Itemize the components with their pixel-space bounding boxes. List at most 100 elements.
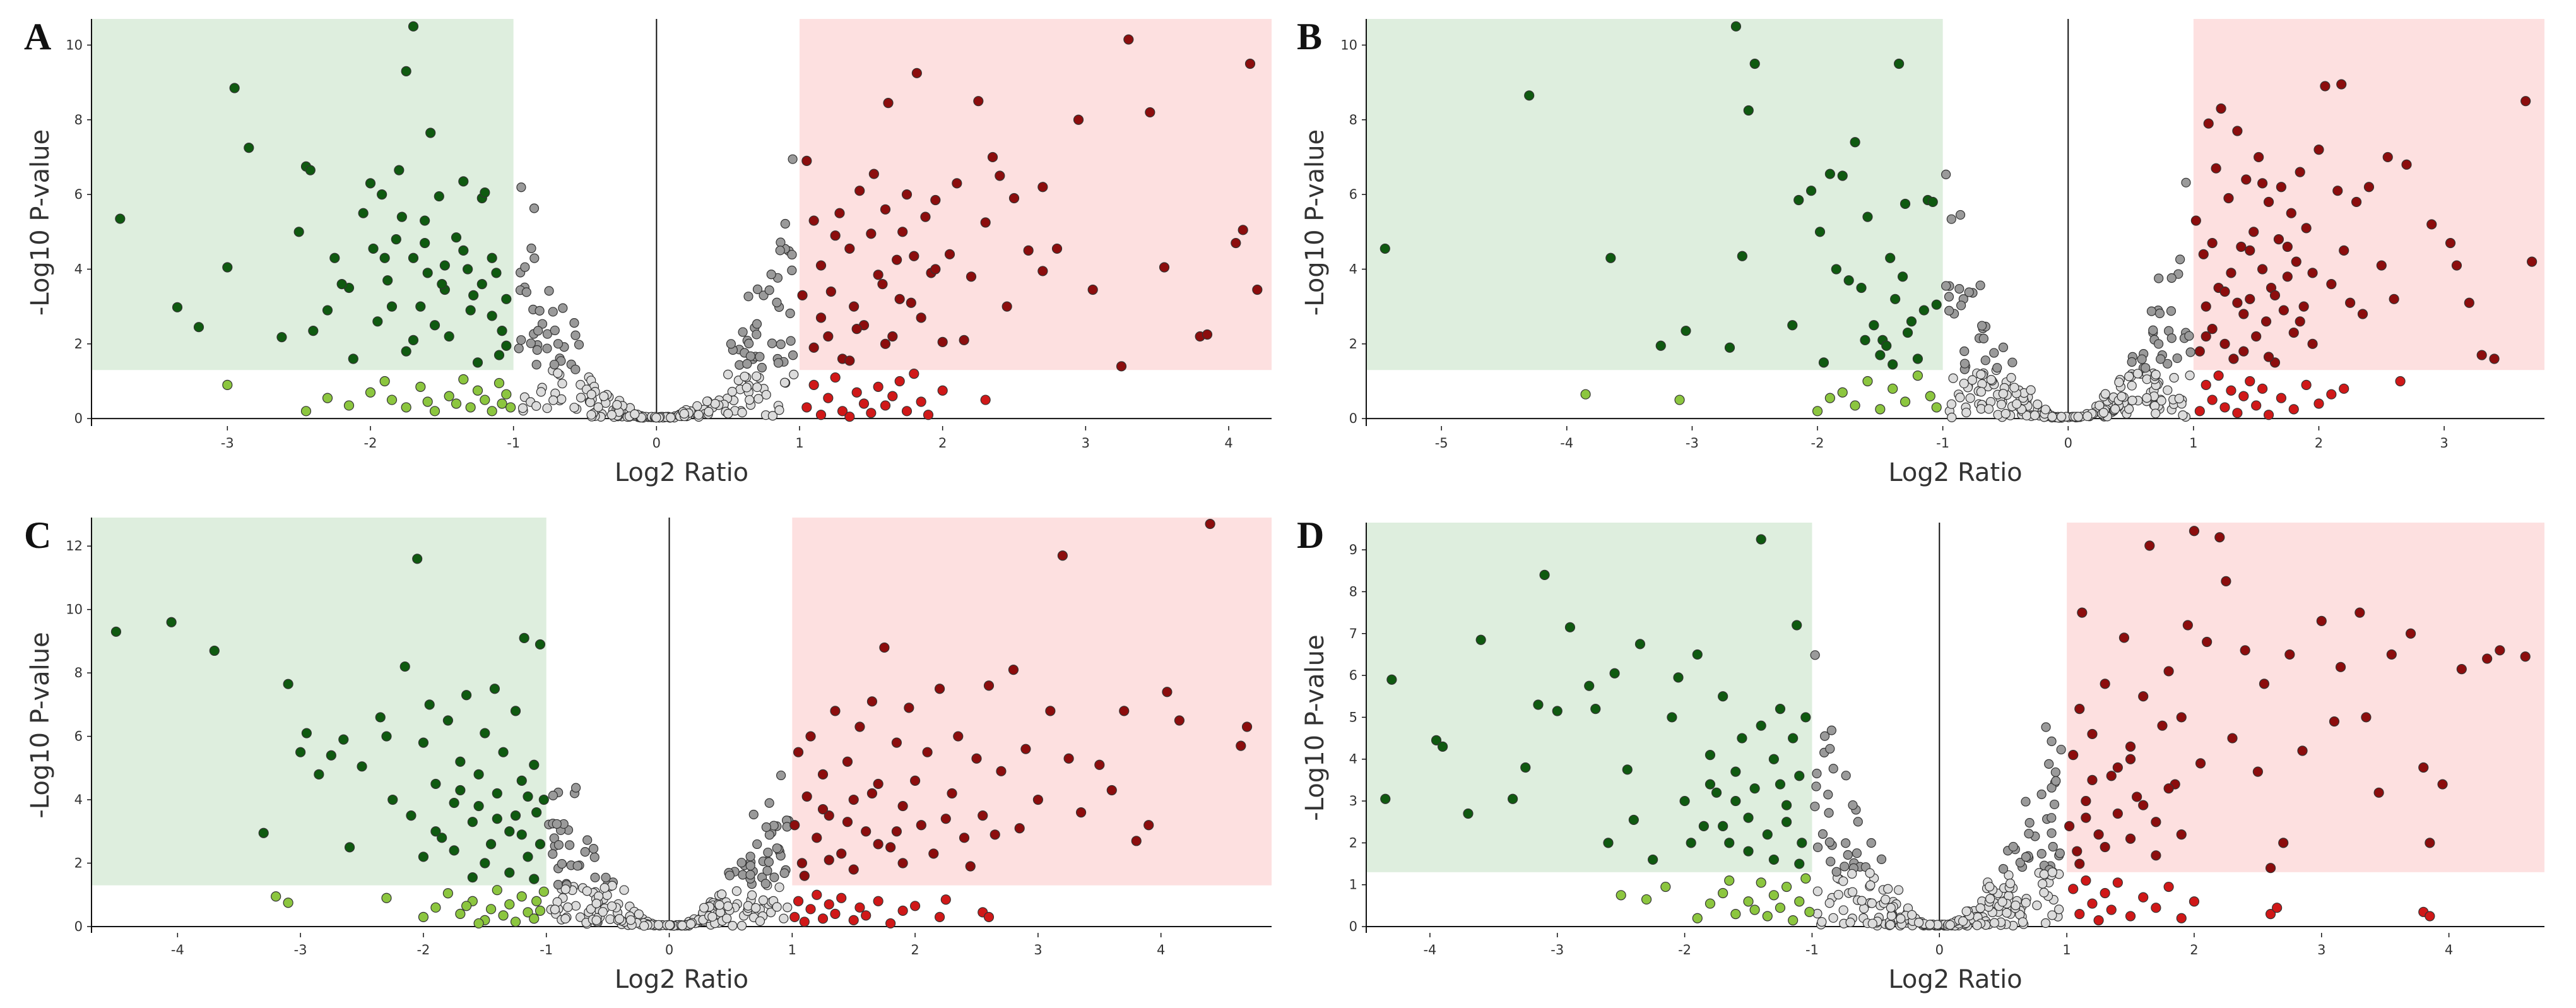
data-point xyxy=(2221,576,2231,586)
data-point xyxy=(2176,913,2187,923)
data-point xyxy=(569,403,579,413)
data-point xyxy=(1824,898,1835,908)
y-tick-label: 10 xyxy=(1340,37,1357,52)
y-tick-label: 9 xyxy=(1349,542,1357,557)
data-point xyxy=(2257,178,2268,189)
data-point xyxy=(2373,787,2384,798)
y-tick-label: 3 xyxy=(1349,793,1357,809)
data-point xyxy=(553,368,563,378)
data-point xyxy=(2418,762,2429,773)
data-point xyxy=(2354,607,2365,618)
data-point xyxy=(983,680,995,691)
data-point xyxy=(550,325,560,336)
data-point xyxy=(873,896,883,906)
x-tick-label: 2 xyxy=(911,942,919,958)
y-tick-label: 8 xyxy=(74,112,83,127)
data-point xyxy=(1902,327,1913,338)
data-point xyxy=(1956,300,1966,311)
data-point xyxy=(209,645,220,656)
data-point xyxy=(590,872,600,882)
data-point xyxy=(193,322,204,333)
data-point xyxy=(2081,875,2091,886)
data-point xyxy=(276,332,287,343)
data-point xyxy=(2326,279,2337,290)
data-point xyxy=(501,340,512,351)
data-point xyxy=(550,904,560,915)
data-point xyxy=(2226,268,2236,278)
data-point xyxy=(965,861,976,872)
data-point xyxy=(2201,379,2211,391)
data-point xyxy=(2351,196,2362,208)
data-point xyxy=(1705,750,1716,761)
data-point xyxy=(2489,353,2500,364)
data-point xyxy=(271,891,281,902)
y-tick-label: 4 xyxy=(1349,752,1357,767)
data-point xyxy=(747,890,757,900)
data-point xyxy=(344,842,355,853)
data-point xyxy=(2272,903,2283,913)
data-point xyxy=(2008,841,2018,852)
data-point xyxy=(535,839,546,850)
data-point xyxy=(1781,881,1792,892)
data-point xyxy=(774,405,784,415)
data-point xyxy=(580,847,590,857)
data-point xyxy=(1897,271,1908,282)
data-point xyxy=(415,381,426,392)
data-point xyxy=(1946,399,1957,409)
data-point xyxy=(752,319,762,329)
x-tick-label: -3 xyxy=(1551,942,1564,958)
down-regulated-region xyxy=(92,518,547,886)
data-point xyxy=(2386,649,2397,660)
y-tick-label: 2 xyxy=(74,336,83,352)
data-point xyxy=(2169,372,2179,383)
data-point xyxy=(2190,215,2201,226)
data-point xyxy=(752,839,762,850)
data-point xyxy=(2068,884,2079,894)
data-point xyxy=(1756,720,1766,731)
data-point xyxy=(894,376,905,387)
data-point xyxy=(300,406,312,417)
data-point xyxy=(526,338,536,348)
data-point xyxy=(761,822,771,833)
data-point xyxy=(1862,376,1873,387)
data-point xyxy=(538,886,549,897)
data-point xyxy=(480,394,490,405)
data-point xyxy=(1667,712,1677,723)
data-point xyxy=(473,918,484,929)
data-point xyxy=(2144,540,2155,551)
data-point xyxy=(1831,867,1841,877)
data-point xyxy=(1876,854,1887,864)
data-point xyxy=(2138,800,2149,810)
data-point xyxy=(1944,305,1954,316)
data-point xyxy=(744,338,754,348)
data-point xyxy=(2201,331,2211,342)
data-point xyxy=(2361,712,2372,723)
data-point xyxy=(418,737,429,748)
data-point xyxy=(377,189,387,200)
data-point xyxy=(897,905,908,916)
data-point xyxy=(2288,327,2299,338)
data-point xyxy=(851,387,862,398)
data-point xyxy=(1674,394,1685,405)
data-point xyxy=(911,68,922,78)
data-point xyxy=(358,208,369,218)
data-point xyxy=(322,305,333,316)
data-point xyxy=(769,872,779,882)
data-point xyxy=(557,379,567,389)
data-point xyxy=(861,826,871,837)
data-point xyxy=(987,151,998,163)
data-point xyxy=(787,265,797,275)
data-point xyxy=(314,769,324,780)
data-point xyxy=(548,395,558,405)
data-point xyxy=(516,891,527,902)
data-point xyxy=(379,252,390,263)
data-point xyxy=(537,319,548,329)
data-point xyxy=(738,327,748,337)
data-point xyxy=(834,208,845,218)
data-point xyxy=(1983,404,1994,414)
data-point xyxy=(2178,410,2188,420)
data-point xyxy=(755,916,765,927)
data-point xyxy=(2219,402,2230,413)
data-point xyxy=(1794,771,1805,781)
panel-a: 0 2 4 6 8 10 -3 -2 -1 0 1 2 3 4 Log2 Ratio -Log10 P-val… xyxy=(24,16,1272,487)
